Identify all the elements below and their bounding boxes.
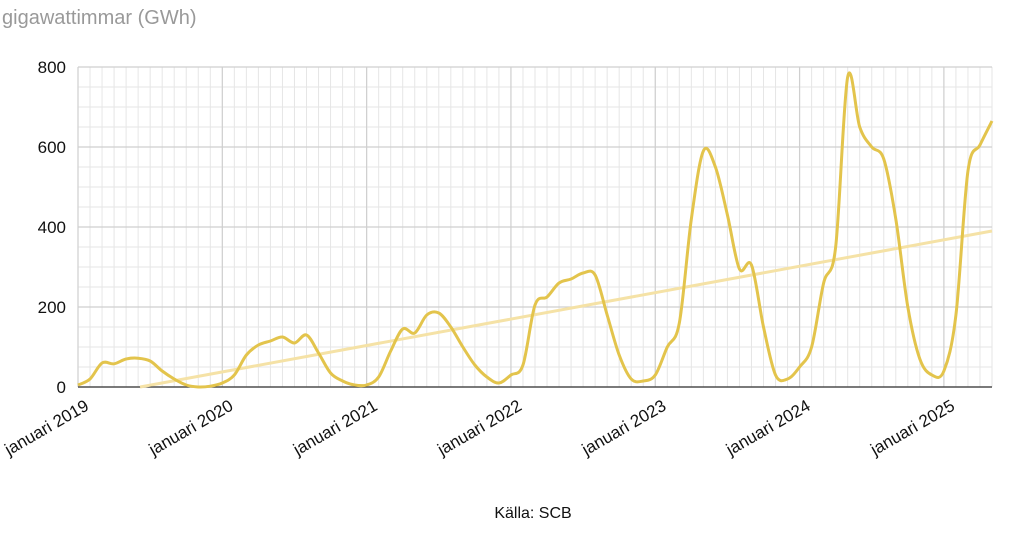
x-tick-label: januari 2024: [722, 396, 813, 460]
y-axis-title: gigawattimmar (GWh): [2, 7, 196, 29]
y-tick-label: 800: [38, 58, 66, 77]
plot: [77, 71, 994, 389]
source: Källa: SCB: [494, 505, 571, 522]
trend-line: [139, 229, 993, 389]
x-tick-label: januari 2022: [434, 396, 525, 460]
y-tick-label: 0: [57, 378, 66, 397]
x-tick-label: januari 2025: [866, 396, 957, 460]
data-line: [77, 71, 994, 389]
x-tick-label: januari 2023: [578, 396, 669, 460]
y-tick-label: 400: [38, 218, 66, 237]
x-tick-label: januari 2021: [289, 396, 380, 460]
y-tick-label: 600: [38, 138, 66, 157]
x-tick-label: januari 2019: [1, 396, 92, 460]
y-tick-label: 200: [38, 298, 66, 317]
x-tick-label: januari 2020: [145, 396, 236, 460]
